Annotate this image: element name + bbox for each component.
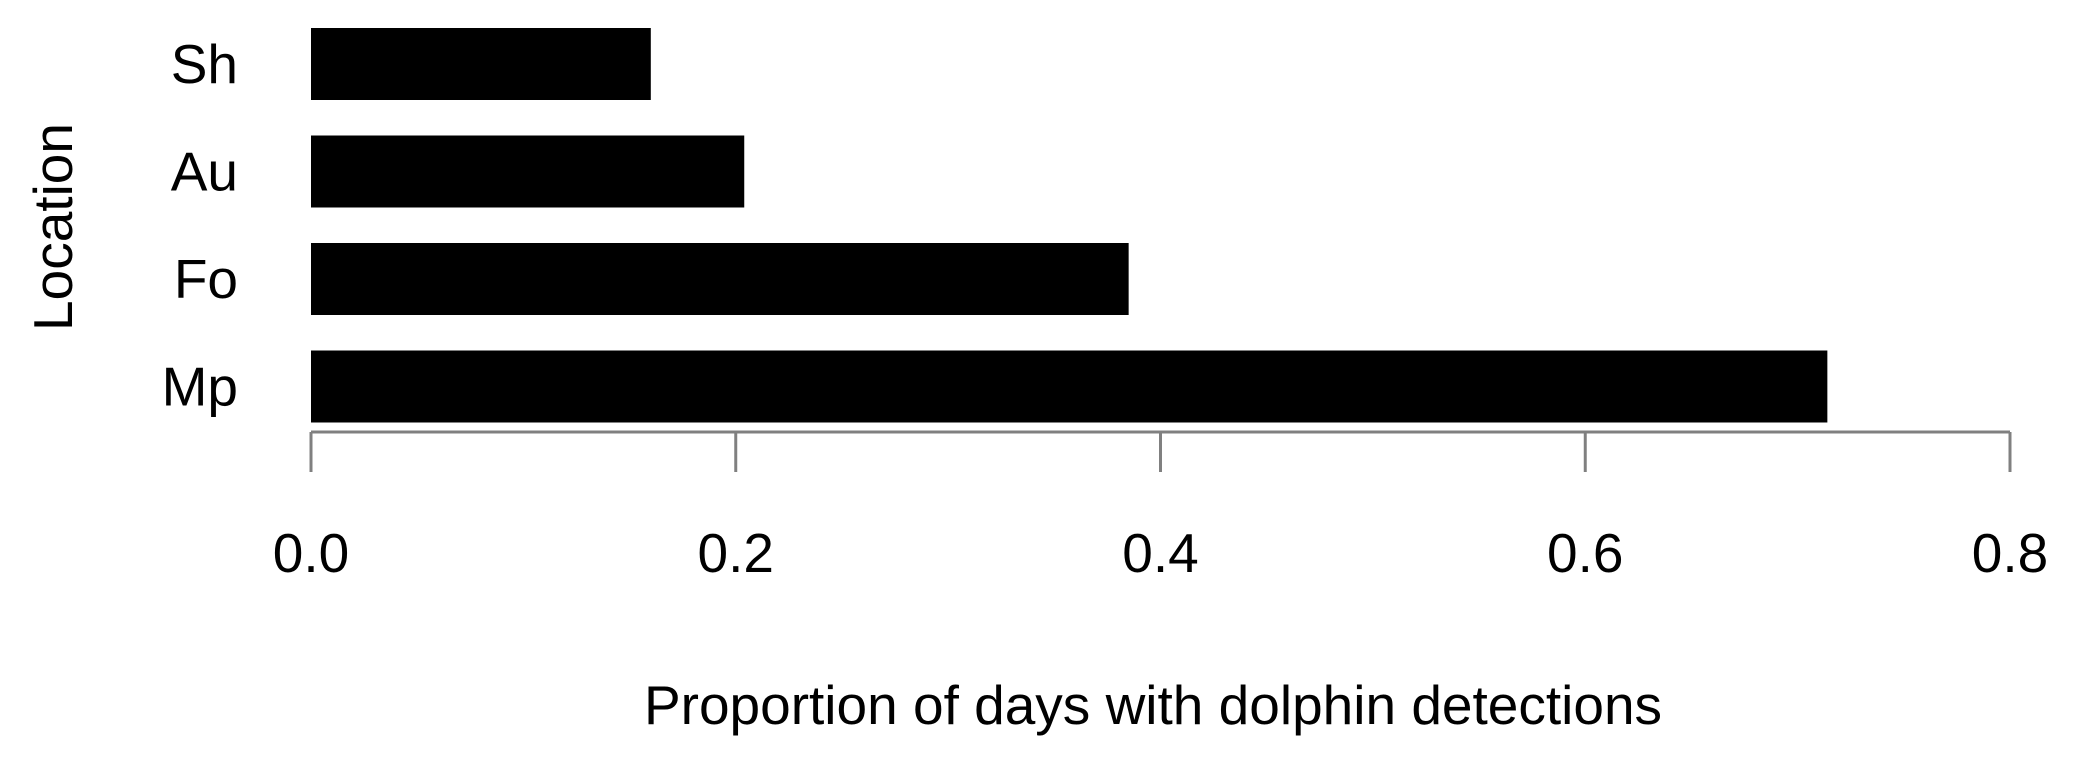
x-axis: 0.0 0.2 0.4 0.6 0.8: [273, 430, 2048, 584]
category-label-au: Au: [171, 141, 238, 203]
x-tick-label-4: 0.8: [1972, 522, 2048, 584]
bar-au: [311, 135, 745, 208]
x-tick-label-3: 0.6: [1547, 522, 1623, 584]
bar-mp: [311, 350, 1828, 423]
x-tick-label-1: 0.2: [698, 522, 774, 584]
bar-sh: [311, 28, 651, 100]
bar-fo: [311, 243, 1129, 315]
category-labels: Sh Au Fo Mp: [162, 33, 238, 418]
x-tick-label-0: 0.0: [273, 522, 349, 584]
category-label-mp: Mp: [162, 356, 238, 418]
x-tick-label-2: 0.4: [1122, 522, 1198, 584]
category-label-fo: Fo: [174, 248, 238, 310]
category-label-sh: Sh: [171, 33, 238, 95]
bars-group: [311, 28, 1828, 423]
x-axis-title: Proportion of days with dolphin detectio…: [644, 674, 1662, 736]
y-axis-title: Location: [22, 123, 84, 331]
